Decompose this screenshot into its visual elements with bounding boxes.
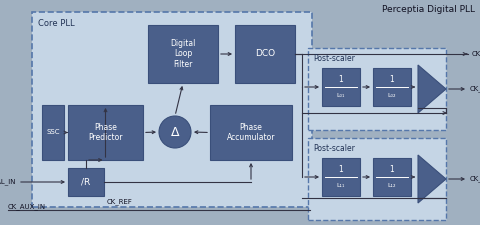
Bar (322, 68, 360, 106)
Polygon shape (418, 155, 446, 203)
Text: L₁₁: L₁₁ (337, 183, 345, 188)
Bar (68, 105, 143, 160)
Text: 1: 1 (390, 165, 395, 174)
Bar (210, 105, 292, 160)
Text: CK_REF: CK_REF (107, 198, 133, 205)
Text: Post-scaler: Post-scaler (313, 144, 355, 153)
Text: 1: 1 (338, 75, 343, 84)
Text: Phase
Predictor: Phase Predictor (88, 123, 123, 142)
Bar (235, 25, 295, 83)
Text: L₀₁: L₀₁ (337, 93, 345, 98)
Text: Phase
Accumulator: Phase Accumulator (227, 123, 275, 142)
Text: CK_AUX_IN: CK_AUX_IN (8, 203, 46, 210)
Text: /R: /R (82, 178, 91, 187)
Bar (148, 25, 218, 83)
Text: Perceptia Digital PLL: Perceptia Digital PLL (382, 5, 475, 14)
Text: 1: 1 (338, 165, 343, 174)
Bar (308, 48, 446, 130)
Circle shape (159, 116, 191, 148)
Bar (32, 12, 312, 207)
Text: CK_XTAL_IN: CK_XTAL_IN (0, 179, 16, 185)
Text: CK_PLL_DIV0: CK_PLL_DIV0 (470, 86, 480, 92)
Text: L₁₂: L₁₂ (388, 183, 396, 188)
Bar (322, 158, 360, 196)
Text: SSC: SSC (46, 130, 60, 135)
Text: CK_PLL_DIV1: CK_PLL_DIV1 (470, 176, 480, 182)
Bar (373, 158, 411, 196)
Text: Digital
Loop
Filter: Digital Loop Filter (170, 39, 196, 69)
Bar (373, 68, 411, 106)
Text: DCO: DCO (255, 50, 275, 58)
Text: CK_PLL_OUT: CK_PLL_OUT (472, 51, 480, 57)
Text: Δ: Δ (171, 126, 179, 139)
Text: 1: 1 (390, 75, 395, 84)
Bar (68, 168, 104, 196)
Bar (42, 105, 64, 160)
Bar (308, 138, 446, 220)
Polygon shape (418, 65, 446, 113)
Text: Post-scaler: Post-scaler (313, 54, 355, 63)
Text: L₀₂: L₀₂ (388, 93, 396, 98)
Text: Core PLL: Core PLL (38, 19, 74, 28)
